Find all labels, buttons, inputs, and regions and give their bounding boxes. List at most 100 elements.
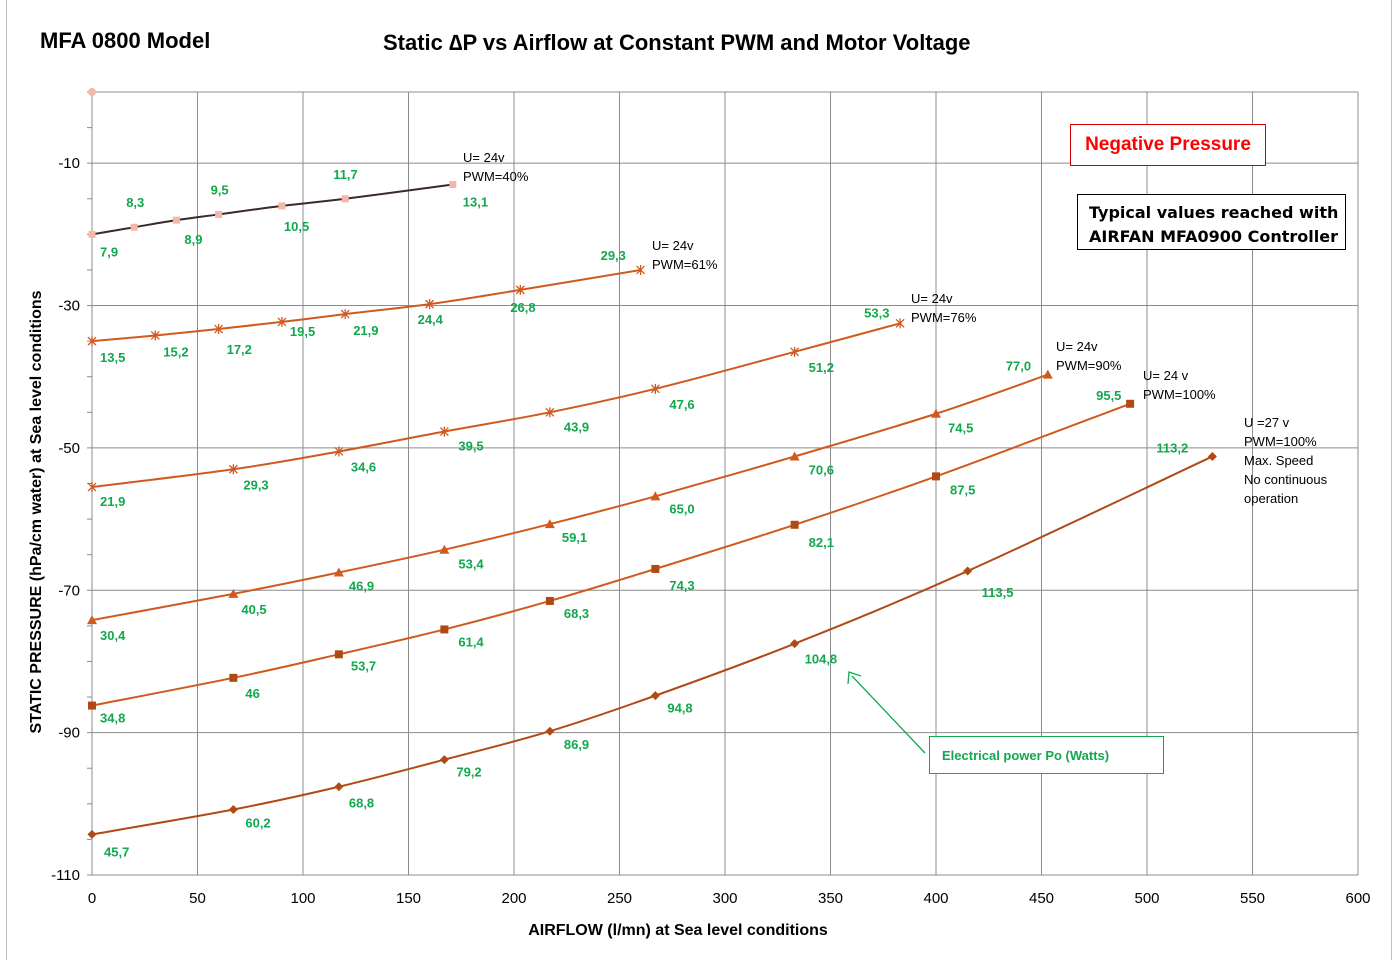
power-data-label: 24,4	[418, 312, 444, 327]
series-label: PWM=76%	[911, 310, 977, 325]
power-data-label: 61,4	[458, 634, 484, 649]
power-data-label: 21,9	[353, 323, 378, 338]
series-marker	[334, 782, 344, 792]
series-label: PWM=61%	[652, 257, 718, 272]
series-label: No continuous	[1244, 472, 1328, 487]
series-marker	[229, 673, 238, 682]
power-data-label: 34,8	[100, 711, 125, 726]
series-marker	[650, 491, 661, 501]
x-tick-label: 0	[88, 890, 96, 907]
series-label: PWM=100%	[1143, 387, 1216, 402]
negative-pressure-label: Negative Pressure	[1070, 124, 1266, 166]
power-data-label: 13,5	[100, 350, 125, 365]
series-label: U= 24v	[652, 238, 694, 253]
power-data-label: 77,0	[1006, 359, 1031, 374]
series-line	[91, 183, 453, 236]
series-marker	[515, 284, 525, 295]
x-tick-label: 350	[818, 890, 843, 907]
series-label: U= 24v	[911, 291, 953, 306]
series-marker	[278, 202, 286, 210]
series-line	[91, 402, 1131, 707]
x-tick-label: 450	[1029, 890, 1054, 907]
power-data-label: 46	[245, 686, 259, 701]
series-marker	[963, 566, 973, 576]
series-marker	[895, 318, 905, 329]
power-data-label: 13,1	[463, 195, 488, 210]
power-data-label: 39,5	[458, 439, 483, 454]
series-marker	[449, 181, 457, 189]
series-label: U =27 v	[1244, 415, 1290, 430]
power-data-label: 65,0	[669, 501, 694, 516]
power-data-label: 8,3	[126, 195, 144, 210]
x-tick-label: 150	[396, 890, 421, 907]
series-marker	[545, 726, 555, 736]
power-data-label: 53,3	[864, 305, 889, 320]
series-marker	[790, 346, 800, 357]
series-marker	[87, 829, 97, 839]
power-data-label: 8,9	[184, 232, 202, 247]
power-data-label: 82,1	[809, 535, 834, 550]
series-marker	[790, 520, 799, 529]
series-marker	[650, 691, 660, 701]
series-marker	[439, 544, 450, 554]
power-data-label: 29,3	[243, 477, 268, 492]
series-marker	[172, 216, 180, 224]
series-line	[91, 322, 901, 489]
series-marker	[87, 615, 97, 625]
x-tick-label: 400	[923, 890, 948, 907]
y-tick-label: -10	[58, 155, 80, 172]
x-tick-label: 600	[1345, 890, 1370, 907]
series-label: PWM=90%	[1056, 358, 1122, 373]
model-title: MFA 0800 Model	[40, 28, 211, 53]
x-tick-label: 100	[290, 890, 315, 907]
series-marker	[790, 639, 800, 649]
series-label: U= 24 v	[1143, 368, 1189, 383]
power-data-label: 46,9	[349, 578, 374, 593]
series-marker	[932, 472, 940, 481]
series-marker	[544, 519, 555, 529]
power-data-label: 53,4	[458, 557, 484, 572]
series-marker	[228, 464, 238, 475]
power-data-label: 74,3	[669, 578, 694, 593]
series-marker	[1126, 399, 1135, 408]
series-marker	[439, 426, 449, 437]
power-data-label: 29,3	[601, 248, 626, 263]
series-marker	[87, 482, 97, 493]
typical-note-line2: AIRFAN MFA0900 Controller	[1089, 227, 1338, 246]
series-marker	[1207, 451, 1217, 461]
origin-marker	[88, 88, 96, 96]
series-label: PWM=100%	[1244, 434, 1317, 449]
power-data-label: 21,9	[100, 494, 125, 509]
series-marker	[789, 451, 800, 461]
x-axis-title: AIRFLOW (l/mn) at Sea level conditions	[528, 922, 828, 939]
series-line	[91, 373, 1049, 622]
power-data-label: 104,8	[805, 652, 838, 667]
y-tick-label: -50	[58, 440, 80, 457]
power-data-label: 51,2	[809, 360, 834, 375]
y-tick-label: -30	[58, 298, 80, 315]
power-data-label: 34,6	[351, 459, 376, 474]
power-data-label: 7,9	[100, 244, 118, 259]
y-tick-label: -70	[58, 582, 80, 599]
series-marker	[545, 596, 554, 605]
power-data-label: 59,1	[562, 530, 587, 545]
x-tick-label: 550	[1240, 890, 1265, 907]
power-data-label: 86,9	[564, 737, 589, 752]
series-label: U= 24v	[1056, 339, 1098, 354]
series-marker	[341, 195, 349, 203]
series-marker	[439, 755, 449, 765]
power-data-label: 95,5	[1096, 388, 1121, 403]
series-line	[91, 455, 1213, 836]
power-data-label: 45,7	[104, 844, 129, 859]
power-data-label: 74,5	[948, 421, 973, 436]
x-tick-label: 300	[712, 890, 737, 907]
power-data-label: 19,5	[290, 324, 315, 339]
power-data-label: 11,7	[333, 167, 358, 182]
series-marker	[545, 407, 555, 418]
series-marker	[87, 336, 97, 347]
typical-values-note: Typical values reached with AIRFAN MFA09…	[1077, 194, 1346, 250]
chart-title: Static ∆P vs Airflow at Constant PWM and…	[383, 30, 971, 55]
series-marker	[1042, 369, 1053, 379]
series-label: PWM=40%	[463, 169, 529, 184]
x-tick-label: 50	[189, 890, 206, 907]
